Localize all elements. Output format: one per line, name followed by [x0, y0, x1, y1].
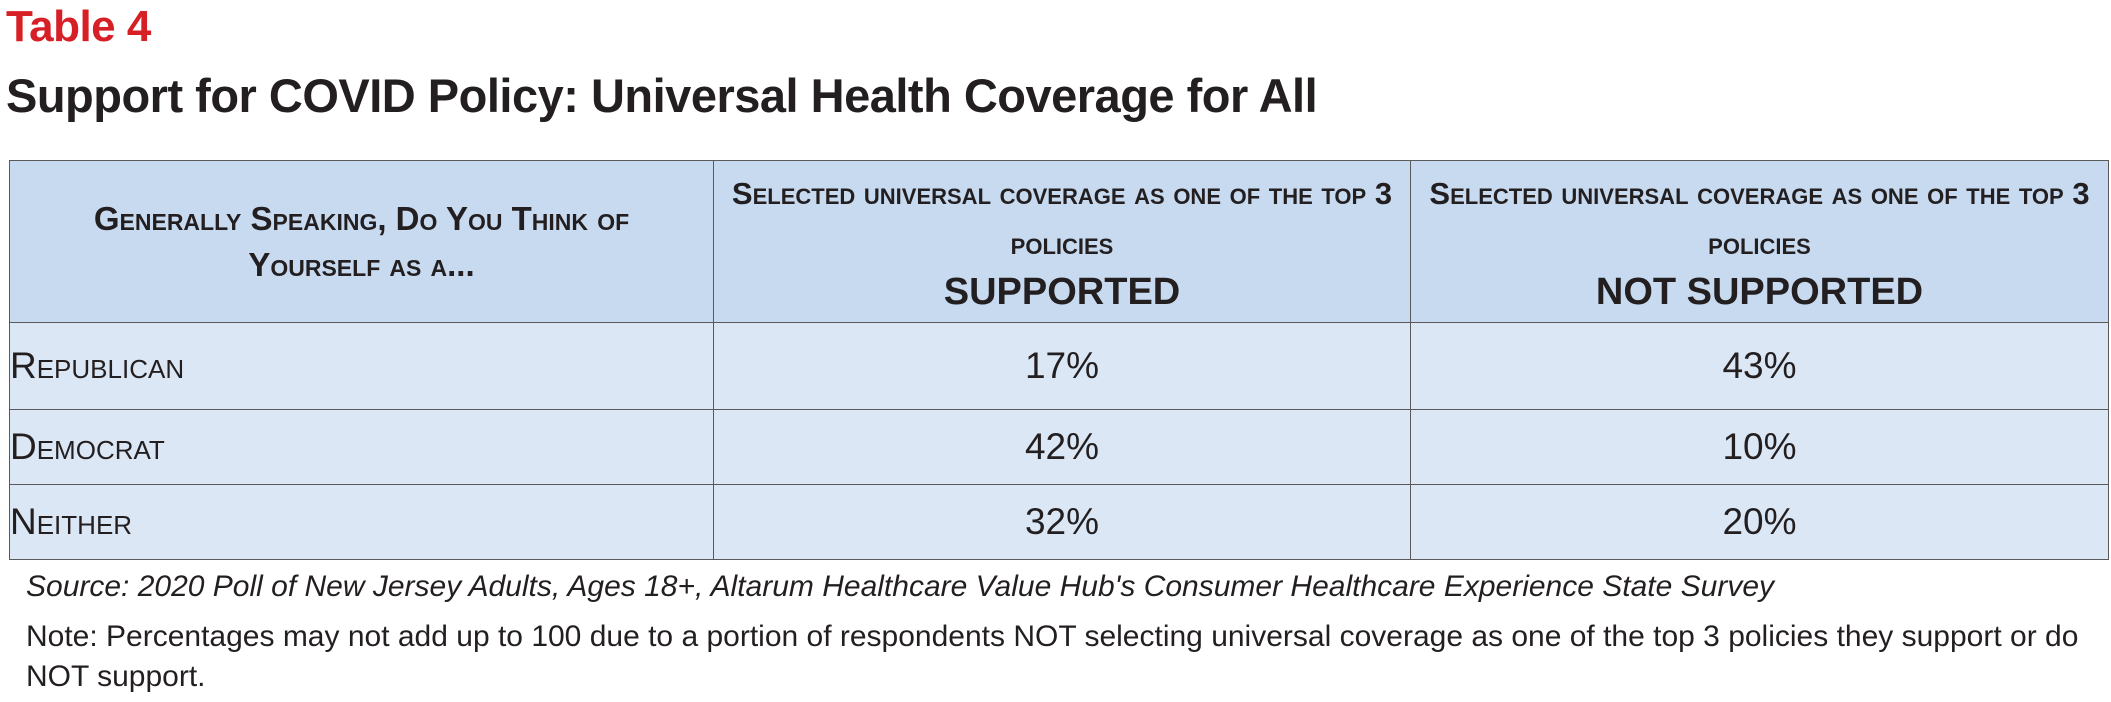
table-row: Republican 17% 43% — [9, 322, 2109, 410]
row-party-label: Democrat — [9, 409, 714, 485]
header-not-supported-desc: Selected universal coverage as one of th… — [1429, 175, 2090, 261]
page-title: Support for COVID Policy: Universal Heal… — [6, 69, 1318, 122]
header-supported: Selected universal coverage as one of th… — [713, 160, 1411, 323]
row-not-supported-value: 20% — [1410, 484, 2109, 560]
header-supported-desc: Selected universal coverage as one of th… — [731, 175, 1393, 261]
header-party-question: Generally Speaking, Do You Think of Your… — [9, 160, 714, 323]
row-supported-value: 17% — [713, 322, 1411, 410]
table-label: Table 4 — [6, 2, 151, 51]
footnote: Note: Percentages may not add up to 100 … — [26, 620, 2079, 693]
table-header-row: Generally Speaking, Do You Think of Your… — [9, 160, 2109, 323]
row-supported-value: 32% — [713, 484, 1411, 560]
table-row: Neither 32% 20% — [9, 484, 2109, 560]
header-not-supported-label: NOT SUPPORTED — [1595, 270, 1924, 313]
row-party-label: Neither — [9, 484, 714, 560]
row-not-supported-value: 10% — [1410, 409, 2109, 485]
header-not-supported: Selected universal coverage as one of th… — [1410, 160, 2109, 323]
data-table: Generally Speaking, Do You Think of Your… — [9, 160, 2109, 560]
header-supported-label: SUPPORTED — [943, 270, 1181, 313]
row-not-supported-value: 43% — [1410, 322, 2109, 410]
table-row: Democrat 42% 10% — [9, 409, 2109, 485]
row-supported-value: 42% — [713, 409, 1411, 485]
row-party-label: Republican — [9, 322, 714, 410]
source-citation: Source: 2020 Poll of New Jersey Adults, … — [26, 570, 1774, 603]
header-party-question-text: Generally Speaking, Do You Think of Your… — [93, 199, 630, 283]
